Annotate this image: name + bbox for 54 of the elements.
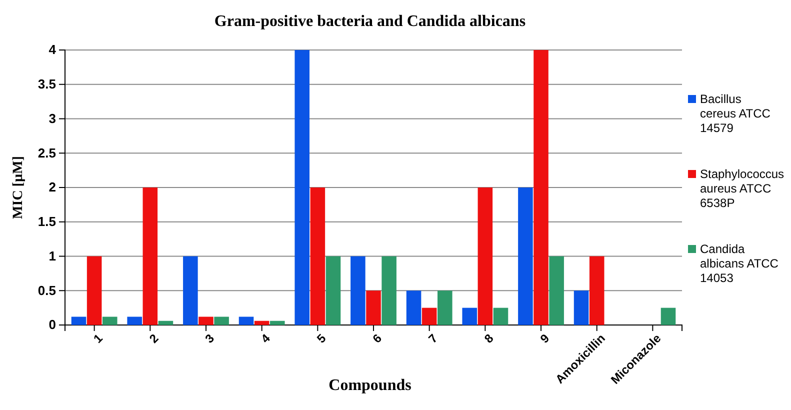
- bar: [422, 308, 437, 325]
- x-tick-label: 8: [482, 331, 496, 346]
- bar: [518, 188, 533, 325]
- y-tick-label: 1: [48, 248, 56, 264]
- bar: [86, 256, 102, 325]
- bar: [534, 50, 548, 325]
- bar: [574, 290, 589, 325]
- bar: [549, 256, 564, 325]
- legend-label: Bacillus cereus ATCC 14579: [700, 92, 771, 135]
- x-tick-label: 1: [90, 331, 106, 346]
- y-tick-label: 2.5: [38, 145, 56, 160]
- bar: [326, 256, 341, 325]
- x-axis-title: Compounds: [328, 377, 412, 394]
- bar: [238, 316, 254, 325]
- legend-label: Staphylococcus aureus ATCC 6538P: [700, 167, 784, 210]
- y-tick-label: 3.5: [38, 76, 56, 92]
- y-tick-label: 0: [48, 317, 56, 332]
- bar: [310, 188, 326, 325]
- bar: [589, 256, 604, 325]
- x-tick-label: 4: [258, 331, 274, 346]
- bar: [127, 316, 142, 325]
- bar: [294, 50, 310, 325]
- y-tick-label: 2: [48, 180, 56, 195]
- bar: [382, 256, 396, 325]
- bar: [350, 256, 366, 325]
- bar: [183, 256, 198, 325]
- x-tick-label: 9: [537, 331, 552, 346]
- bar: [102, 316, 118, 325]
- bar: [406, 290, 422, 325]
- bar: [660, 308, 676, 325]
- x-tick-label: 6: [370, 331, 385, 346]
- x-tick-label: 3: [202, 331, 218, 346]
- bar: [158, 320, 174, 325]
- bar: [462, 308, 478, 325]
- y-axis-title: MIC [µM]: [11, 156, 26, 219]
- x-tick-label: 2: [146, 331, 162, 346]
- bar: [142, 188, 158, 325]
- bar: [366, 290, 381, 325]
- y-tick-label: 0.5: [38, 282, 56, 298]
- x-tick-label: 5: [314, 331, 329, 346]
- bar: [493, 308, 508, 325]
- y-tick-label: 3: [48, 110, 56, 126]
- bar: [254, 320, 270, 325]
- bar: [214, 316, 229, 325]
- bar: [438, 290, 452, 325]
- y-tick-label: 1.5: [38, 214, 56, 230]
- bar: [71, 316, 86, 325]
- bar: [478, 188, 493, 325]
- chart-title: Gram-positive bacteria and Candida albicans: [214, 13, 526, 30]
- x-tick-label: 7: [426, 331, 441, 346]
- bar: [198, 316, 214, 325]
- bar: [270, 320, 285, 325]
- legend-label: Candida albicans ATCC 14053: [700, 242, 779, 285]
- y-tick-label: 4: [48, 42, 57, 58]
